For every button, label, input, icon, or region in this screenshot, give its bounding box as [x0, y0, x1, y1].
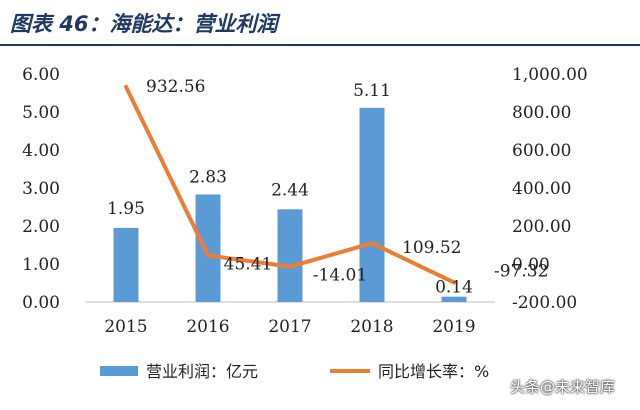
left-axis-tick-label: 3.00: [22, 179, 60, 199]
right-axis-tick-label: 1,000.00: [512, 65, 588, 85]
legend-line-label: 同比增长率：%: [378, 362, 489, 381]
x-axis-tick-label: 2018: [350, 317, 393, 337]
right-axis-tick-label: 0.00: [512, 255, 550, 275]
title-bar: 图表 46：海能达：营业利润: [0, 0, 640, 46]
chart: 0.00 1.00 2.00 3.00 4.00 5.00 6.00 -200.00 0.00…: [22, 65, 588, 381]
x-axis-tick-label: 2019: [432, 317, 475, 337]
right-axis: -200.00 0.00 200.00 400.00 600.00 800.00 1,000…: [512, 65, 588, 313]
x-axis-tick-label: 2017: [268, 317, 311, 337]
right-axis-tick-label: -200.00: [512, 293, 577, 313]
line-series: [124, 84, 456, 285]
right-axis-tick-label: 600.00: [512, 141, 571, 161]
bar-series: [113, 107, 467, 302]
legend: 营业利润：亿元 同比增长率：%: [100, 362, 489, 381]
line-data-label: 932.56: [146, 77, 205, 97]
growth-line: [124, 84, 456, 285]
bar: [113, 227, 139, 302]
legend-bar-swatch: [100, 366, 138, 376]
watermark: 头条@未来智库: [510, 378, 616, 396]
left-axis-tick-label: 6.00: [22, 65, 60, 85]
bar: [277, 209, 303, 302]
bar-data-labels: 1.95 2.83 2.44 5.11 0.14: [107, 81, 473, 298]
line-data-label: -97.32: [494, 261, 548, 281]
line-data-label: 45.41: [224, 254, 273, 274]
right-axis-tick-label: 800.00: [512, 103, 571, 123]
bar: [359, 107, 385, 302]
right-axis-tick-label: 400.00: [512, 179, 571, 199]
chart-title: 图表 46：海能达：营业利润: [10, 12, 278, 36]
left-axis-tick-label: 0.00: [22, 293, 60, 313]
line-data-label: 109.52: [402, 238, 461, 258]
bar-data-label: 1.95: [107, 199, 145, 219]
bar: [441, 296, 467, 302]
right-axis-tick-label: 200.00: [512, 217, 571, 237]
bar-data-label: 2.44: [271, 180, 309, 200]
x-axis-tick-label: 2016: [186, 317, 229, 337]
legend-bar-label: 营业利润：亿元: [146, 362, 258, 381]
bar-data-label: 0.14: [435, 278, 473, 298]
left-axis-tick-label: 4.00: [22, 141, 60, 161]
x-axis: 2015 2016 2017 2018 2019: [85, 301, 495, 337]
bar: [195, 194, 221, 302]
left-axis-tick-label: 5.00: [22, 103, 60, 123]
x-axis-tick-label: 2015: [104, 317, 147, 337]
left-axis-tick-label: 1.00: [22, 255, 60, 275]
left-axis: 0.00 1.00 2.00 3.00 4.00 5.00 6.00: [22, 65, 60, 313]
left-axis-tick-label: 2.00: [22, 217, 60, 237]
bar-data-label: 5.11: [353, 81, 391, 101]
line-data-labels: 932.56 45.41 -14.01 109.52 -97.32: [146, 77, 548, 286]
bar-data-label: 2.83: [189, 167, 227, 187]
line-data-label: -14.01: [313, 266, 367, 286]
